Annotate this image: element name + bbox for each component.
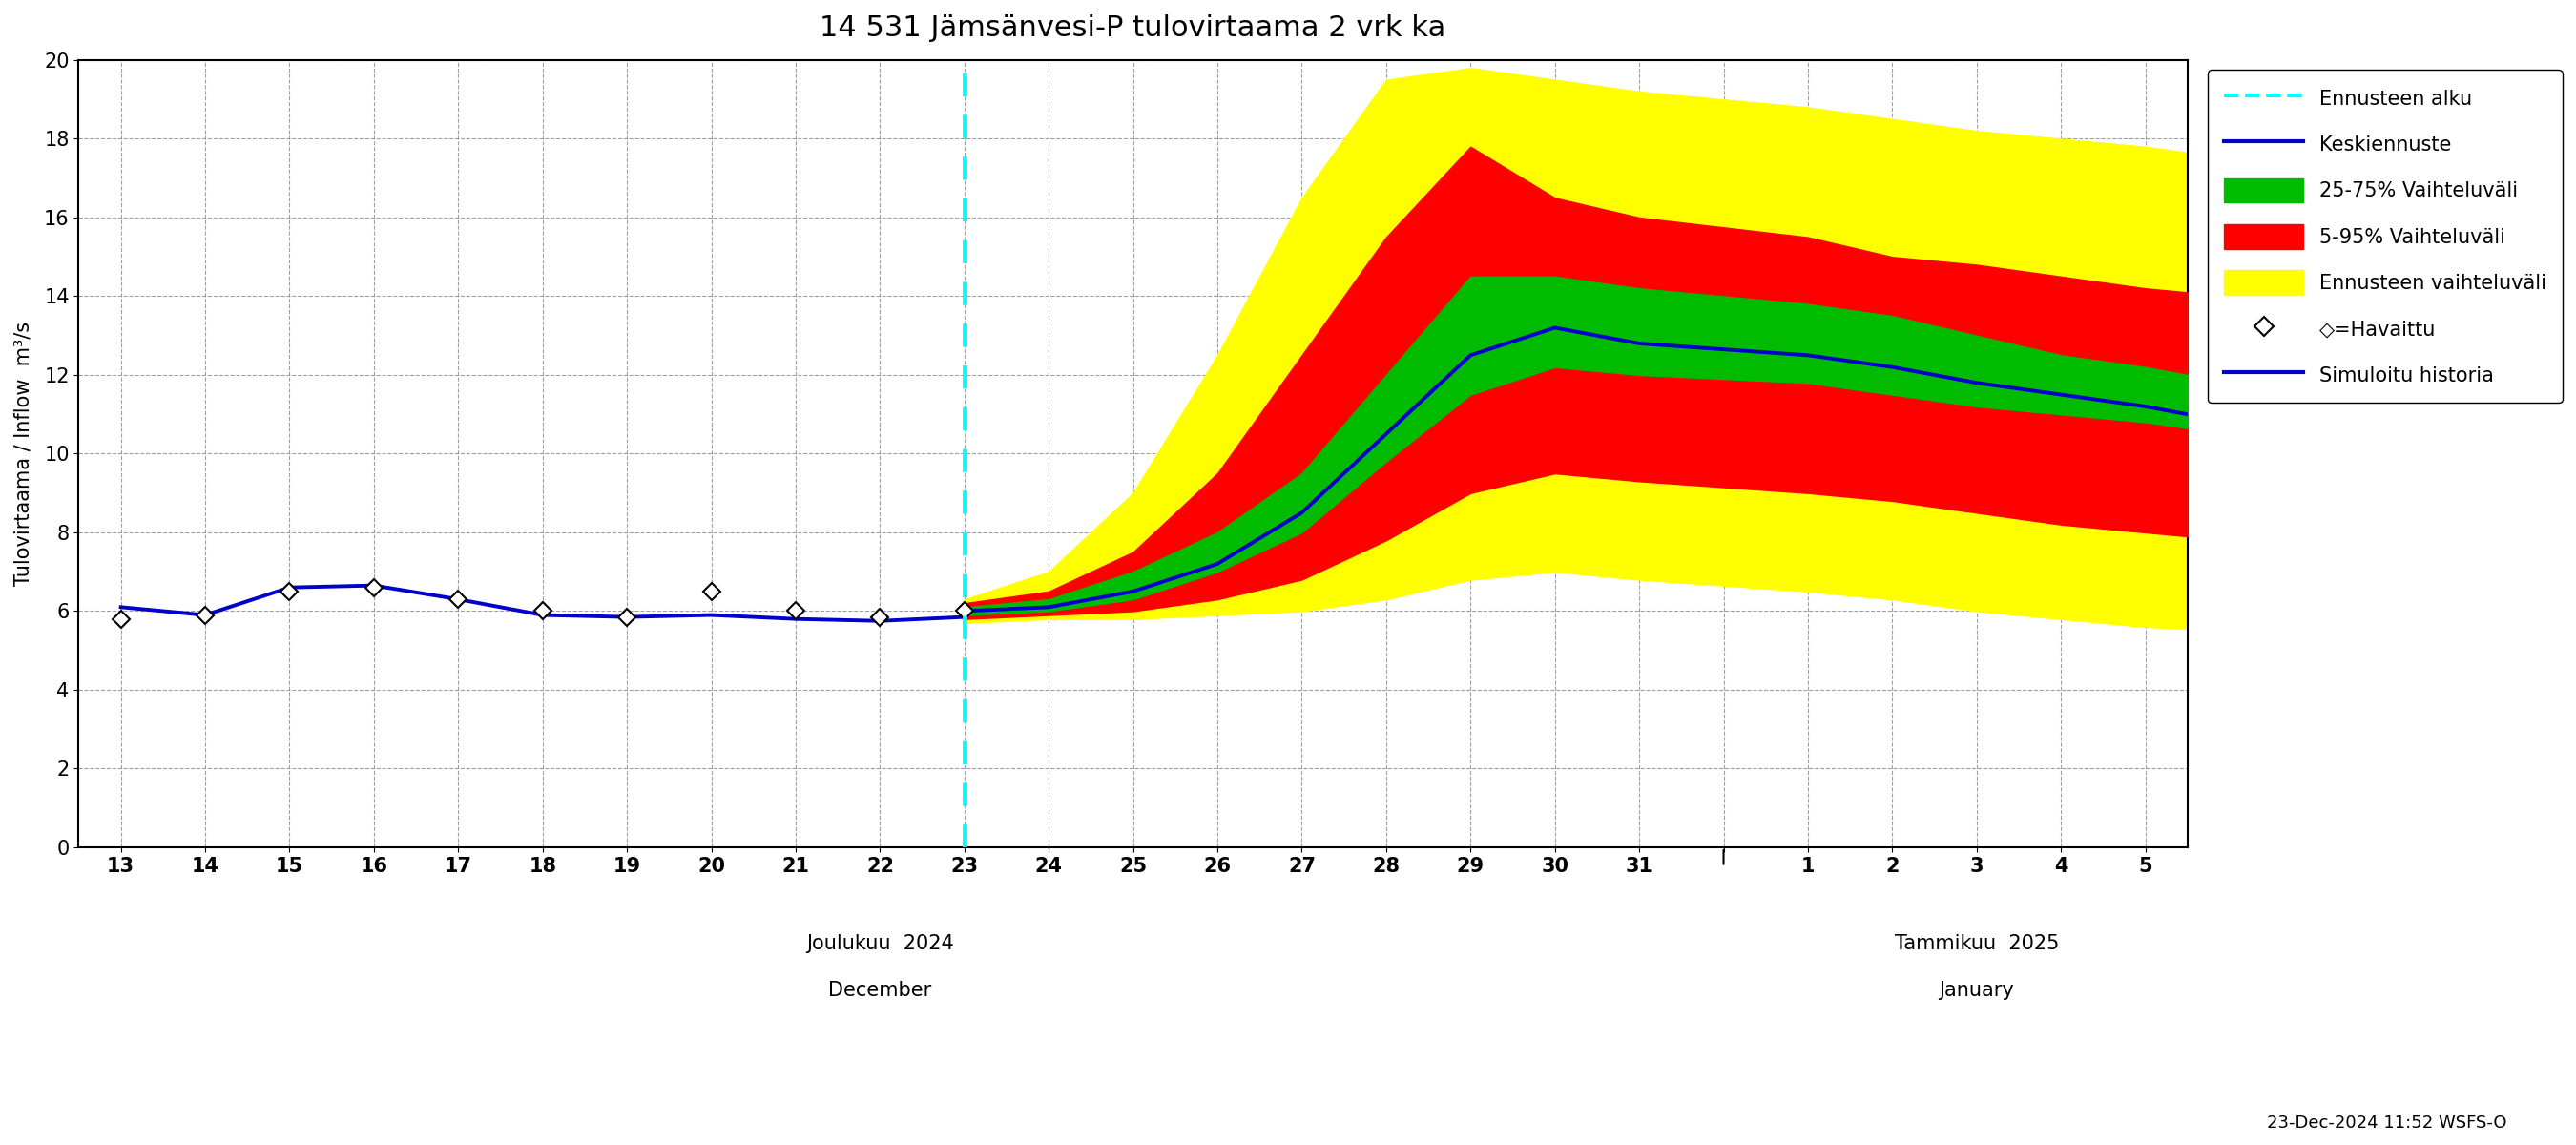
Legend: Ennusteen alku, Keskiennuste, 25-75% Vaihteluväli, 5-95% Vaihteluväli, Ennusteen: Ennusteen alku, Keskiennuste, 25-75% Vai… bbox=[2208, 70, 2563, 403]
Text: January: January bbox=[1940, 981, 2014, 1000]
Text: Joulukuu  2024: Joulukuu 2024 bbox=[806, 934, 953, 953]
Title: 14 531 Jämsänvesi-P tulovirtaama 2 vrk ka: 14 531 Jämsänvesi-P tulovirtaama 2 vrk k… bbox=[819, 14, 1445, 42]
Text: December: December bbox=[829, 981, 933, 1000]
Text: 23-Dec-2024 11:52 WSFS-O: 23-Dec-2024 11:52 WSFS-O bbox=[2267, 1114, 2506, 1131]
Y-axis label: Tulovirtaama / Inflow  m³/s: Tulovirtaama / Inflow m³/s bbox=[15, 322, 33, 586]
Text: Tammikuu  2025: Tammikuu 2025 bbox=[1893, 934, 2058, 953]
